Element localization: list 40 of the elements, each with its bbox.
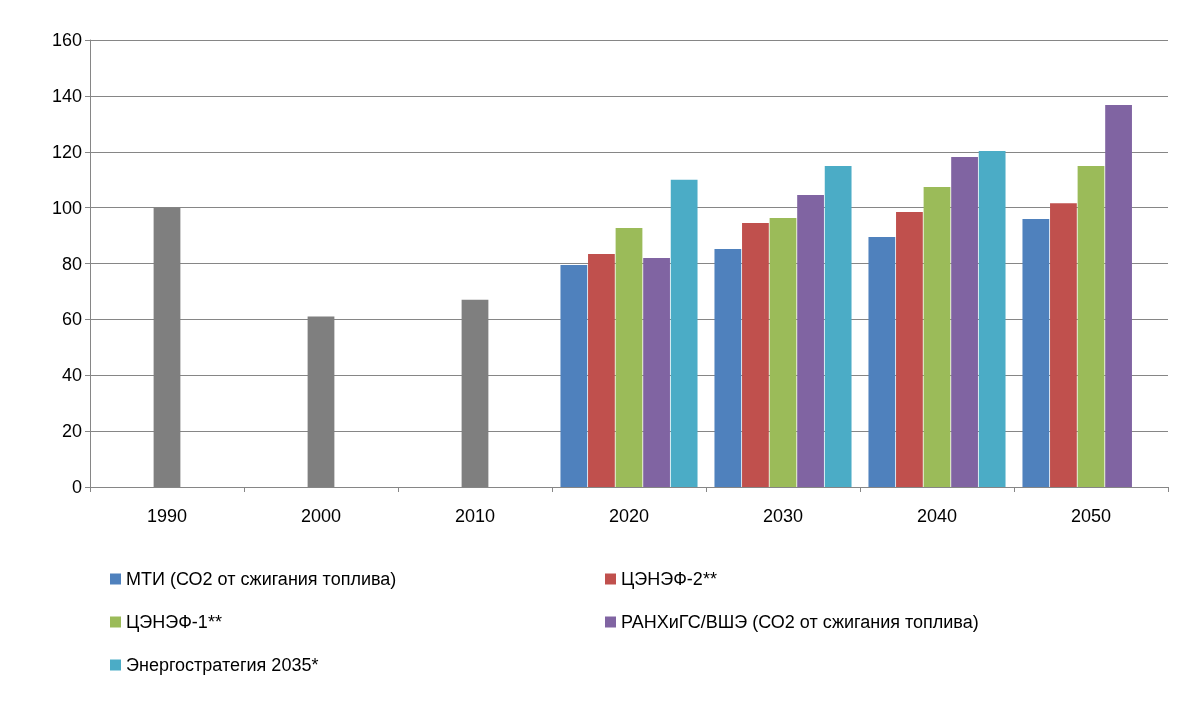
y-tick-label: 60 xyxy=(61,309,82,330)
y-tick-label: 140 xyxy=(51,85,82,106)
y-tick-label: 120 xyxy=(51,141,82,162)
bar xyxy=(1105,105,1132,487)
y-tick-label: 20 xyxy=(61,421,82,442)
bar xyxy=(1022,219,1050,487)
x-tick-label: 2020 xyxy=(608,506,650,526)
y-tick-label: 160 xyxy=(51,30,82,50)
x-tick-label: 2010 xyxy=(454,506,496,526)
bar xyxy=(742,222,769,487)
bar xyxy=(824,166,852,487)
y-tick-label: 0 xyxy=(71,477,82,497)
bar xyxy=(923,186,951,487)
bar xyxy=(1077,166,1105,487)
legend-label: РАНХиГС/ВШЭ (СО2 от сжигания топлива) xyxy=(621,612,979,632)
y-tick-label: 80 xyxy=(61,253,82,274)
bar xyxy=(615,228,643,487)
bar xyxy=(714,248,742,487)
legend-label: ЦЭНЭФ-2** xyxy=(621,569,717,589)
bar xyxy=(560,264,588,487)
bar xyxy=(868,236,896,487)
bar xyxy=(769,217,797,487)
legend-label: ЦЭНЭФ-1** xyxy=(126,612,222,632)
bar xyxy=(951,157,978,487)
bar xyxy=(643,257,670,487)
y-tick-label: 40 xyxy=(61,365,82,386)
x-tick-label: 2050 xyxy=(1070,506,1112,526)
legend-label: Энергостратегия 2035* xyxy=(126,655,319,675)
y-tick-label: 100 xyxy=(51,197,82,218)
bar xyxy=(588,254,615,487)
bar xyxy=(896,212,923,487)
x-tick-label: 2040 xyxy=(916,506,958,526)
x-tick-label: 2030 xyxy=(762,506,804,526)
bar xyxy=(1050,203,1077,487)
bar xyxy=(978,150,1006,487)
x-tick-label: 2000 xyxy=(300,506,342,526)
bar xyxy=(797,195,824,487)
legend-label: МТИ (СО2 от сжигания топлива) xyxy=(126,569,397,589)
bar xyxy=(670,179,698,487)
x-tick-label: 1990 xyxy=(146,506,188,526)
